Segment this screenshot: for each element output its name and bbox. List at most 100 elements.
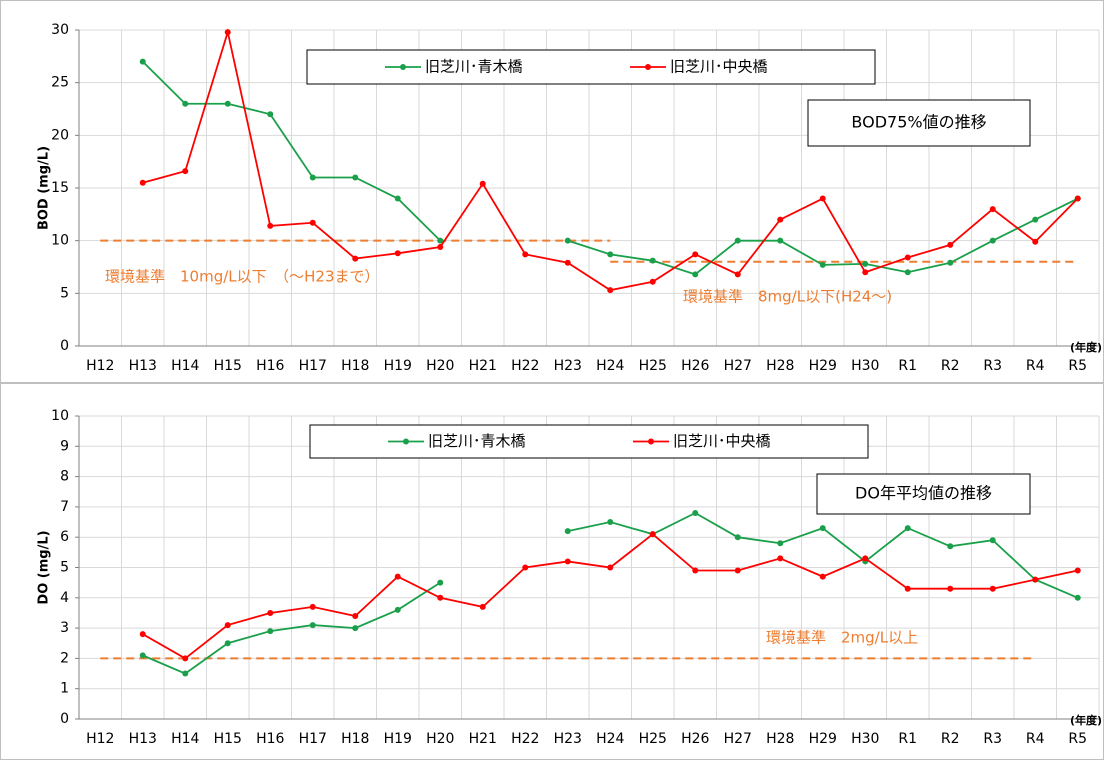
chart-title: DO年平均値の推移 bbox=[855, 484, 992, 503]
x-tick-label: H20 bbox=[426, 731, 454, 747]
point bbox=[352, 174, 359, 181]
point bbox=[777, 555, 784, 562]
title-box bbox=[807, 99, 1031, 147]
x-tick-label: R4 bbox=[1026, 731, 1045, 747]
x-tick-label: H29 bbox=[809, 731, 837, 747]
x-tick-label: H28 bbox=[766, 731, 794, 747]
point bbox=[947, 259, 954, 266]
reference-label: 環境基準 2mg/L以上 bbox=[766, 629, 918, 647]
point bbox=[564, 528, 571, 535]
y-tick-label: 15 bbox=[51, 180, 69, 196]
x-unit-label: (年度) bbox=[1070, 340, 1102, 354]
x-tick-label: H18 bbox=[341, 731, 369, 747]
y-tick-label: 0 bbox=[60, 711, 69, 727]
point bbox=[479, 603, 486, 610]
point bbox=[267, 628, 274, 635]
point bbox=[479, 180, 486, 187]
y-tick-label: 25 bbox=[51, 75, 69, 91]
point bbox=[1074, 195, 1081, 202]
legend-label: 旧芝川･中央橋 bbox=[670, 58, 768, 76]
point bbox=[904, 254, 911, 261]
point bbox=[819, 261, 826, 268]
x-tick-label: R4 bbox=[1026, 358, 1045, 374]
y-tick-label: 4 bbox=[60, 590, 69, 606]
point bbox=[139, 652, 146, 659]
y-tick-label: 9 bbox=[60, 438, 69, 454]
x-tick-label: H25 bbox=[639, 731, 667, 747]
point bbox=[352, 625, 359, 632]
point bbox=[904, 585, 911, 592]
legend-label: 旧芝川･青木橋 bbox=[428, 432, 526, 450]
x-tick-label: H30 bbox=[851, 731, 879, 747]
reference-label: 環境基準 10mg/L以下 （～H23まで） bbox=[105, 268, 380, 286]
point bbox=[1074, 594, 1081, 601]
y-tick-label: 10 bbox=[51, 233, 69, 249]
point bbox=[734, 237, 741, 244]
point bbox=[1032, 238, 1039, 245]
x-tick-label: R5 bbox=[1068, 358, 1087, 374]
point bbox=[607, 287, 614, 294]
point bbox=[139, 58, 146, 65]
point bbox=[139, 631, 146, 638]
point bbox=[394, 195, 401, 202]
x-tick-label: R1 bbox=[898, 358, 917, 374]
point bbox=[819, 573, 826, 580]
point bbox=[182, 670, 189, 677]
x-tick-label: H21 bbox=[469, 358, 497, 374]
point bbox=[819, 525, 826, 532]
point bbox=[862, 260, 869, 267]
x-tick-label: H17 bbox=[299, 358, 327, 374]
title-box bbox=[816, 473, 1031, 515]
point bbox=[777, 237, 784, 244]
y-tick-label: 5 bbox=[60, 560, 69, 576]
point bbox=[777, 216, 784, 223]
point bbox=[564, 237, 571, 244]
point bbox=[904, 525, 911, 532]
x-tick-label: H14 bbox=[171, 358, 199, 374]
point bbox=[904, 269, 911, 276]
point bbox=[309, 174, 316, 181]
point bbox=[182, 655, 189, 662]
x-tick-label: H15 bbox=[214, 731, 242, 747]
y-axis-label: DO (mg/L) bbox=[37, 530, 52, 604]
point bbox=[394, 250, 401, 257]
x-tick-label: H26 bbox=[681, 731, 709, 747]
y-tick-label: 3 bbox=[60, 620, 69, 636]
x-tick-label: H22 bbox=[511, 358, 539, 374]
legend-marker bbox=[400, 64, 406, 70]
x-tick-label: H26 bbox=[681, 358, 709, 374]
x-tick-label: R3 bbox=[983, 731, 1002, 747]
point bbox=[224, 29, 231, 36]
x-tick-label: H25 bbox=[639, 358, 667, 374]
point bbox=[564, 259, 571, 266]
x-tick-label: R3 bbox=[983, 358, 1002, 374]
legend-marker bbox=[403, 438, 409, 445]
point bbox=[989, 585, 996, 592]
point bbox=[394, 606, 401, 613]
point bbox=[989, 206, 996, 213]
y-tick-label: 0 bbox=[60, 338, 69, 354]
point bbox=[947, 543, 954, 550]
point bbox=[1074, 567, 1081, 574]
x-unit-label: (年度) bbox=[1070, 713, 1102, 727]
point bbox=[267, 111, 274, 118]
x-tick-label: H19 bbox=[384, 358, 412, 374]
y-tick-label: 7 bbox=[60, 499, 69, 515]
y-tick-label: 6 bbox=[60, 529, 69, 545]
point bbox=[182, 168, 189, 175]
y-tick-label: 10 bbox=[51, 408, 69, 424]
point bbox=[734, 567, 741, 574]
x-tick-label: H23 bbox=[554, 731, 582, 747]
x-tick-label: R2 bbox=[941, 731, 960, 747]
reference-label: 環境基準 8mg/L以下(H24～) bbox=[683, 288, 892, 306]
point bbox=[819, 195, 826, 202]
point bbox=[734, 534, 741, 541]
y-tick-label: 2 bbox=[60, 650, 69, 666]
x-tick-label: H22 bbox=[511, 731, 539, 747]
point bbox=[692, 251, 699, 258]
x-tick-label: H13 bbox=[129, 358, 157, 374]
point bbox=[437, 243, 444, 250]
x-tick-label: H16 bbox=[256, 731, 284, 747]
x-tick-label: R5 bbox=[1068, 731, 1087, 747]
